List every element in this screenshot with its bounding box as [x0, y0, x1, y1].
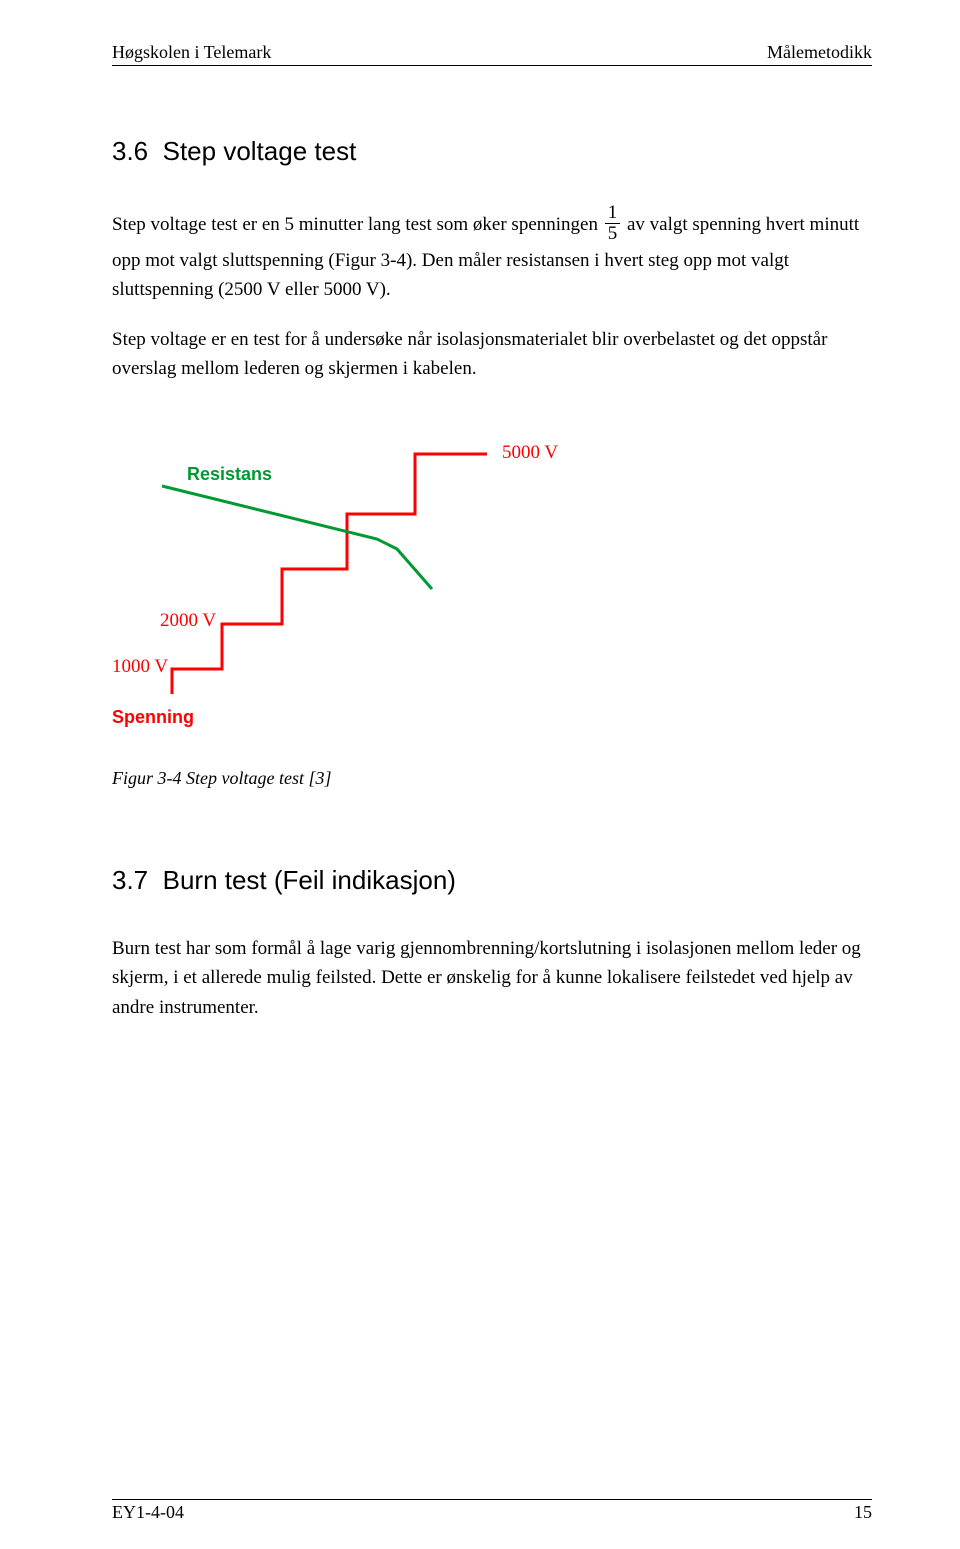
section-3-7-para: Burn test har som formål å lage varig gj… — [112, 934, 872, 1022]
section-3-7-title: Burn test (Feil indikasjon) — [163, 865, 456, 895]
header-right: Målemetodikk — [767, 42, 872, 63]
page-header: Høgskolen i Telemark Målemetodikk — [112, 42, 872, 66]
section-3-6-para-2: Step voltage er en test for å undersøke … — [112, 325, 872, 384]
page: Høgskolen i Telemark Målemetodikk 3.6 St… — [0, 0, 960, 1549]
label-1000v: 1000 V — [112, 656, 168, 678]
label-5000v: 5000 V — [502, 442, 558, 464]
page-footer: EY1-4-04 15 — [112, 1499, 872, 1523]
section-3-6-number: 3.6 — [112, 136, 148, 166]
step-voltage-chart: Resistans 5000 V 2000 V 1000 V Spenning — [112, 414, 632, 744]
header-left: Høgskolen i Telemark — [112, 42, 271, 63]
section-3-7-number: 3.7 — [112, 865, 148, 895]
footer-left: EY1-4-04 — [112, 1502, 184, 1523]
section-3-7-heading: 3.7 Burn test (Feil indikasjon) — [112, 865, 872, 896]
voltage-step-line — [172, 454, 487, 694]
para1-before-frac: Step voltage test er en 5 minutter lang … — [112, 214, 603, 235]
spenning-label: Spenning — [112, 707, 194, 728]
section-3-6-title: Step voltage test — [163, 136, 357, 166]
label-2000v: 2000 V — [160, 610, 216, 632]
resistance-label: Resistans — [187, 464, 272, 485]
resistance-line — [162, 486, 432, 589]
figure-caption-3-4: Figur 3-4 Step voltage test [3] — [112, 768, 872, 789]
section-3-6-heading: 3.6 Step voltage test — [112, 136, 872, 167]
fraction-1-5: 15 — [605, 203, 621, 244]
footer-page-number: 15 — [854, 1502, 872, 1523]
fraction-denominator: 5 — [605, 224, 621, 244]
fraction-numerator: 1 — [605, 203, 621, 224]
section-3-6-para-1: Step voltage test er en 5 minutter lang … — [112, 205, 872, 305]
